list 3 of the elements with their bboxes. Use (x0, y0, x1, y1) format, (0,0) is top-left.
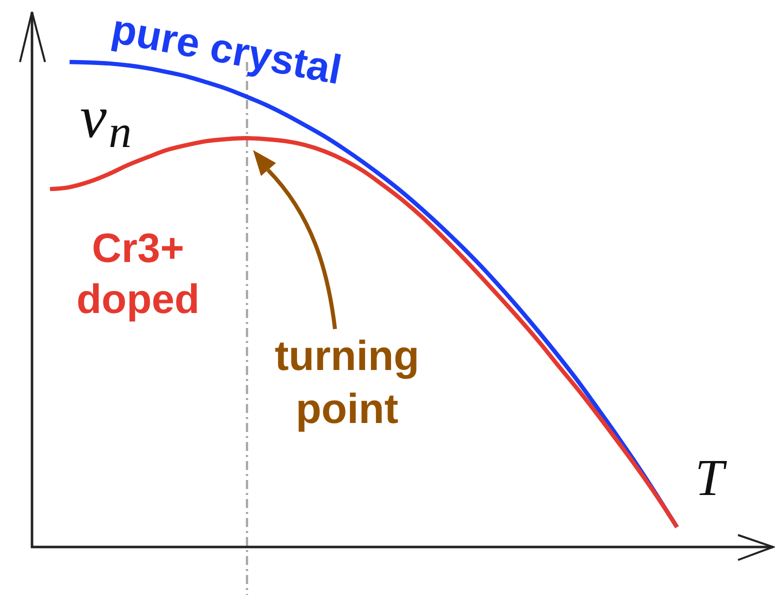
series-label: Cr3+ doped (76, 225, 200, 322)
annotation: turning point (274, 332, 420, 432)
x-axis-title: T (695, 450, 727, 507)
